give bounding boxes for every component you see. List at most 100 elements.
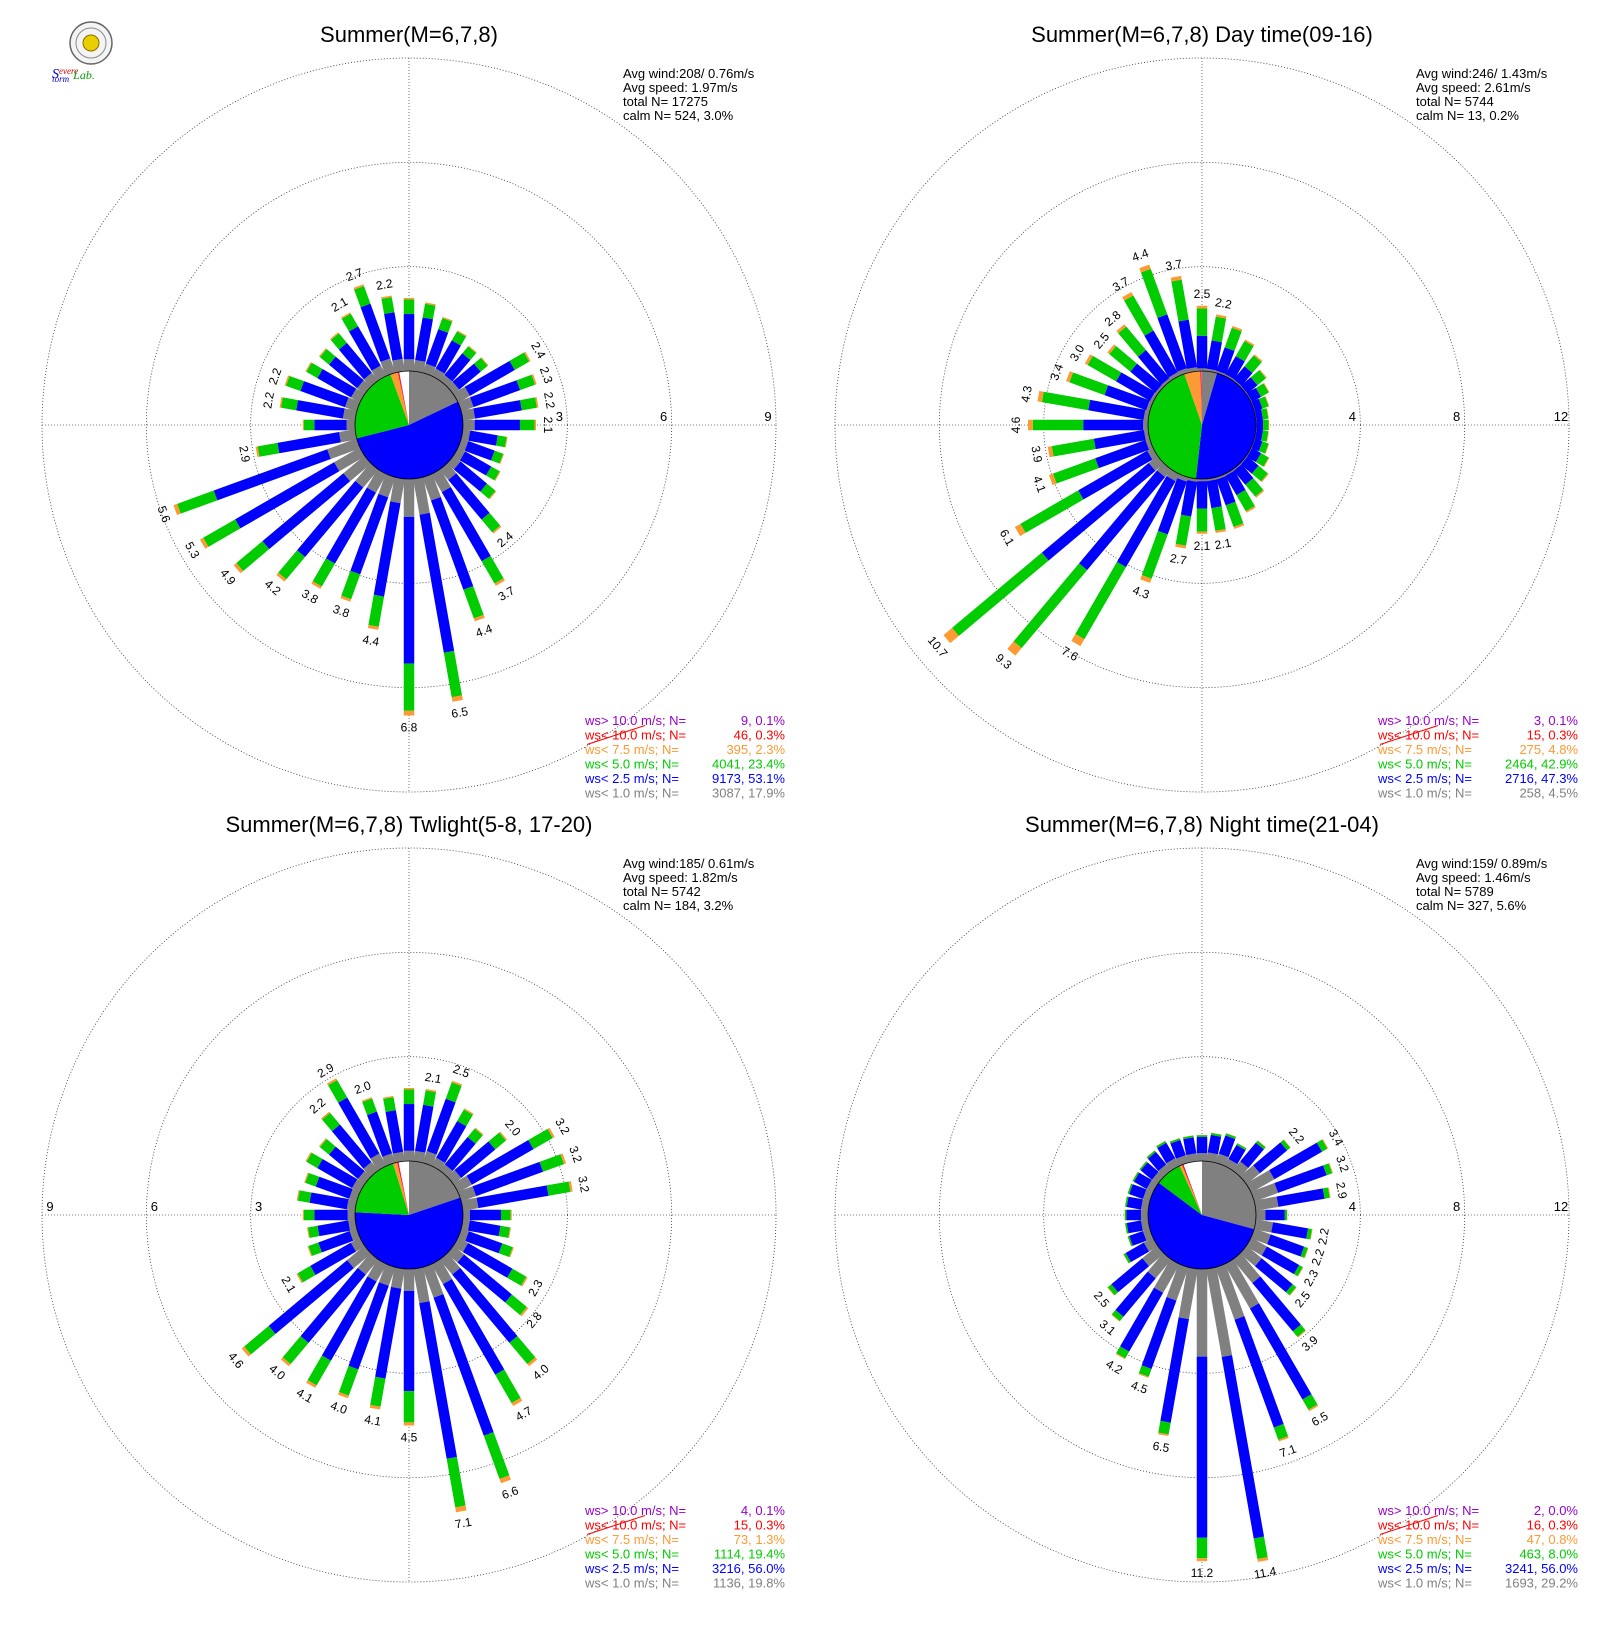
bar-segment xyxy=(1109,346,1138,372)
direction-bar xyxy=(439,1127,484,1178)
legend-label: ws< 2.5 m/s; N= xyxy=(1377,771,1472,786)
bar-segment xyxy=(1169,1137,1180,1142)
legend: ws> 10.0 m/s; N= 9, 0.1% ws< 10.0 m/s; N= 4… xyxy=(584,713,785,801)
bar-segment xyxy=(457,1186,477,1202)
direction-bar xyxy=(1224,469,1256,513)
direction-bar xyxy=(463,419,537,431)
bar-segment xyxy=(1224,469,1235,476)
bar-segment xyxy=(322,1112,340,1132)
legend-value: 3087, 17.9% xyxy=(712,786,785,801)
direction-bar xyxy=(1246,1237,1304,1277)
bar-segment xyxy=(403,1422,415,1426)
bar-segment xyxy=(1139,264,1151,273)
bar-value-label: 2.4 xyxy=(494,529,516,551)
bar-segment xyxy=(1225,1133,1237,1139)
bar-segment xyxy=(422,1263,444,1298)
bar-segment xyxy=(1123,1254,1129,1264)
bar-segment xyxy=(508,1227,512,1239)
bar-value-label: 4.1 xyxy=(294,1385,316,1406)
direction-bar xyxy=(1215,473,1245,530)
bar-segment xyxy=(426,1098,456,1155)
direction-bar xyxy=(367,477,405,630)
direction-bar xyxy=(453,447,501,481)
bar-segment xyxy=(1196,508,1208,532)
bar-segment xyxy=(519,419,535,431)
bar-segment xyxy=(1118,326,1146,357)
bar-segment xyxy=(1224,1259,1259,1309)
bar-segment xyxy=(1233,523,1245,530)
bar-segment xyxy=(1170,275,1182,282)
bar-segment xyxy=(535,397,539,408)
bar-segment xyxy=(325,487,376,564)
bar-segment xyxy=(431,368,445,381)
legend-value: 3216, 56.0% xyxy=(712,1561,785,1576)
direction-bar xyxy=(361,1097,396,1167)
bar-segment xyxy=(343,455,372,482)
bar-segment xyxy=(481,556,504,584)
bar-segment xyxy=(1052,458,1099,484)
bar-segment xyxy=(1075,561,1127,640)
bar-segment xyxy=(339,429,357,443)
legend-label: ws< 7.5 m/s; N= xyxy=(1377,742,1472,757)
bar-segment xyxy=(1211,316,1227,343)
bar-segment xyxy=(338,1365,359,1396)
legend-label: ws< 10.0 m/s; N= xyxy=(1377,1518,1479,1533)
bar-segment xyxy=(1143,419,1149,431)
stat-calm: calm N= 524, 3.0% xyxy=(623,108,734,123)
bar-segment xyxy=(1246,1237,1267,1256)
direction-bar xyxy=(1196,305,1208,371)
bar-segment xyxy=(1255,489,1265,498)
ring xyxy=(250,266,568,584)
bar-segment xyxy=(1182,1135,1194,1138)
direction-bar xyxy=(353,284,396,377)
ring-label: 8 xyxy=(1453,1199,1460,1214)
bar-segment xyxy=(262,473,351,550)
direction-bar xyxy=(1037,390,1150,421)
bar-segment xyxy=(448,473,490,520)
stat-total: total N= 5789 xyxy=(1416,884,1494,899)
ring-label: 12 xyxy=(1554,409,1568,424)
bar-segment xyxy=(1144,330,1178,378)
bar-segment xyxy=(516,374,536,391)
bar-segment xyxy=(1226,1133,1237,1137)
bar-segment xyxy=(463,1209,470,1221)
bar-segment xyxy=(276,572,287,582)
legend-value: 1114, 19.4% xyxy=(714,1547,786,1562)
bar-segment xyxy=(307,1225,320,1238)
bar-segment xyxy=(430,496,474,590)
bar-segment xyxy=(1233,464,1254,485)
bar-segment xyxy=(1258,396,1269,409)
direction-bar xyxy=(1127,1228,1154,1247)
ring xyxy=(145,161,673,689)
bar-segment xyxy=(439,462,457,480)
direction-bar xyxy=(1254,1187,1331,1211)
legend-label: ws< 1.0 m/s; N= xyxy=(584,786,679,801)
direction-bar xyxy=(255,429,357,458)
bar-segment xyxy=(1258,441,1269,454)
legend-value: 463, 8.0% xyxy=(1519,1547,1578,1562)
bar-segment xyxy=(340,595,352,602)
direction-bar xyxy=(338,1263,396,1399)
bar-segment xyxy=(488,1132,506,1150)
bar-segment xyxy=(297,1265,316,1283)
direction-bar xyxy=(340,312,387,381)
bar-segment xyxy=(1078,450,1153,500)
bar-segment xyxy=(334,447,365,472)
ring xyxy=(834,57,1570,793)
direction-bar xyxy=(280,1252,379,1367)
bar-value-label: 7.1 xyxy=(454,1515,473,1532)
legend-label: ws> 10.0 m/s; N= xyxy=(584,1503,686,1518)
direction-bar xyxy=(453,1127,555,1193)
bar-segment xyxy=(213,449,331,501)
bar-segment xyxy=(1158,1164,1172,1178)
bar-segment xyxy=(1186,1153,1198,1163)
bar-segment xyxy=(350,493,389,575)
bar-segment xyxy=(439,1164,453,1178)
pie-slice xyxy=(397,371,409,425)
direction-bar xyxy=(1139,1161,1165,1185)
bar-segment xyxy=(483,1432,510,1479)
pie-slice xyxy=(1158,1165,1202,1215)
bar-segment xyxy=(307,1246,313,1257)
bar-segment xyxy=(268,1260,354,1334)
bar-segment xyxy=(1218,1135,1236,1158)
